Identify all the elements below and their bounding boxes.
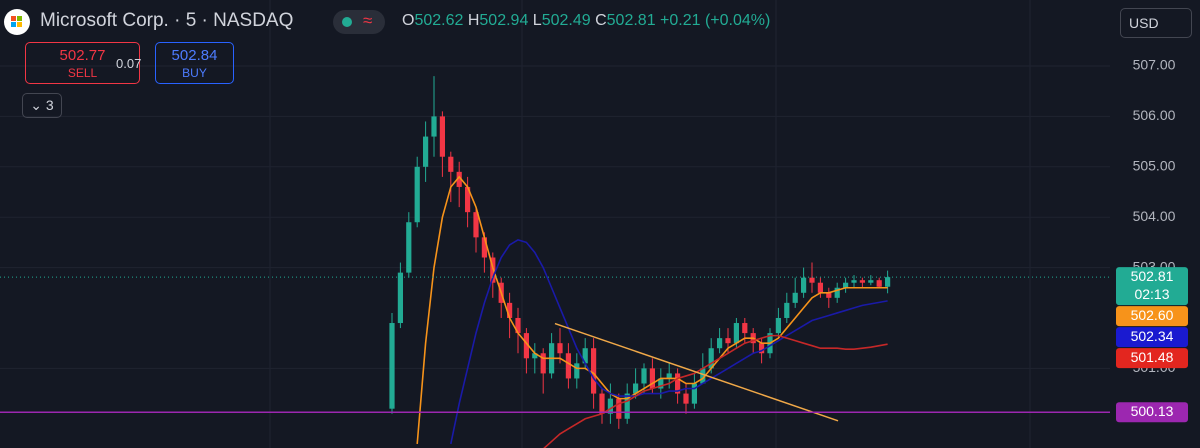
candle-body <box>540 353 546 374</box>
candle-body <box>532 353 538 359</box>
currency-select[interactable]: USD <box>1120 8 1192 38</box>
sell-label: SELL <box>67 66 98 80</box>
candle-body <box>624 393 630 419</box>
spread: 0.07 <box>116 56 142 71</box>
candle-body <box>759 343 765 354</box>
candle-body <box>868 280 874 283</box>
candle-body <box>591 348 597 394</box>
y-tick-label: 505.00 <box>1133 158 1176 174</box>
y-tick-label: 504.00 <box>1133 208 1176 224</box>
candle-body <box>885 277 891 287</box>
h-label: H <box>467 12 480 29</box>
candle-body <box>507 302 513 318</box>
candle-body <box>565 353 571 379</box>
candle-body <box>406 222 412 273</box>
moving-average <box>416 175 888 445</box>
price-badge <box>1116 306 1188 327</box>
candle-body <box>817 282 823 293</box>
moving-average <box>450 239 888 445</box>
price-badge <box>1116 327 1188 348</box>
y-tick-label: 507.00 <box>1133 57 1176 73</box>
candle-body <box>649 368 655 389</box>
candle-body <box>389 323 395 409</box>
price-badge <box>1116 267 1188 306</box>
candle-body <box>574 363 580 379</box>
candle-body <box>843 282 849 288</box>
candle-body <box>439 116 445 157</box>
candle-body <box>826 292 832 298</box>
candle-body <box>851 280 857 283</box>
candle-body <box>515 317 521 334</box>
indicators-toggle[interactable]: ⌄ 3 <box>22 93 62 118</box>
c-label: C <box>595 12 607 29</box>
candle-body <box>523 333 529 359</box>
price-badge <box>1116 402 1188 423</box>
candle-body <box>397 272 403 324</box>
candle-body <box>809 277 815 283</box>
l-label: L <box>532 12 542 29</box>
candle-body <box>582 348 588 364</box>
candle-body <box>733 323 739 344</box>
candle-body <box>481 237 487 258</box>
candle-body <box>557 343 563 354</box>
sell-button[interactable]: 502.77 SELL <box>25 42 140 84</box>
candle-body <box>700 368 706 384</box>
candle-body <box>683 393 689 404</box>
candle-body <box>658 378 664 389</box>
candle-body <box>834 287 840 298</box>
candle-body <box>423 136 429 167</box>
buy-button[interactable]: 502.84 BUY <box>155 42 234 84</box>
moving-average <box>543 334 888 448</box>
sell-price: 502.77 <box>59 47 106 64</box>
candle-body <box>473 212 479 238</box>
candle-body <box>775 317 781 334</box>
logo <box>4 9 30 35</box>
candle-body <box>859 280 865 283</box>
change: +0.21 (+0.04%) <box>660 12 771 29</box>
candle-body <box>465 186 471 213</box>
candle-body <box>717 338 723 349</box>
candle-body <box>633 383 639 394</box>
symbol-title: Microsoft Corp. · 5 · NASDAQ <box>40 10 294 31</box>
candle-body <box>708 348 714 369</box>
candle-body <box>784 302 790 318</box>
candle-body <box>801 277 807 293</box>
indicator-count: 3 <box>45 97 54 113</box>
candle-body <box>414 166 420 223</box>
c-value: 502.81 <box>606 12 656 29</box>
candle-body <box>431 116 437 137</box>
countdown: 02:13 <box>1134 286 1169 302</box>
trend-line <box>554 322 839 422</box>
h-value: 502.94 <box>479 12 529 29</box>
price-badge-label: 502.60 <box>1131 307 1174 323</box>
candle-body <box>456 171 462 187</box>
price-badge <box>1116 348 1188 369</box>
status-pill[interactable]: ≈ <box>333 10 385 34</box>
candle-body <box>876 280 882 287</box>
candle-body <box>607 398 613 414</box>
candle-body <box>691 383 697 404</box>
l-value: 502.49 <box>541 12 591 29</box>
o-value: 502.62 <box>414 12 464 29</box>
candle-body <box>641 368 647 384</box>
candle-body <box>448 156 454 172</box>
price-badge-label: 502.81 <box>1131 268 1174 284</box>
ohlc: O502.62 H502.94 L502.49 C502.81 +0.21 (+… <box>402 12 770 30</box>
o-label: O <box>402 12 415 29</box>
candle-body <box>742 323 748 334</box>
candle-body <box>675 373 681 394</box>
price-badge-label: 500.13 <box>1131 403 1174 419</box>
buy-price: 502.84 <box>171 47 218 64</box>
candle-body <box>725 338 731 344</box>
candle-body <box>792 292 798 303</box>
buy-label: BUY <box>182 66 207 80</box>
y-tick-label: 506.00 <box>1133 107 1176 123</box>
price-badge-label: 502.34 <box>1131 328 1174 344</box>
candle-body <box>599 393 605 414</box>
candle-body <box>666 373 672 379</box>
candle-body <box>616 398 622 419</box>
price-badge-label: 501.48 <box>1131 349 1174 365</box>
